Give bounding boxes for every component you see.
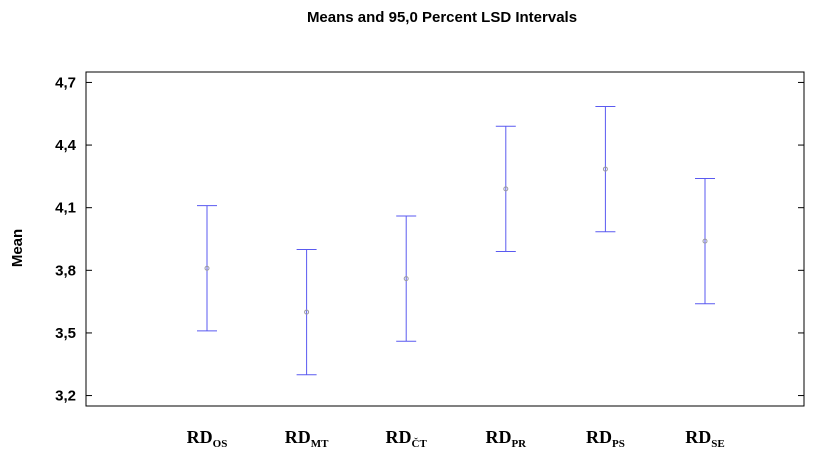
mean-point xyxy=(204,265,210,271)
x-category-label: RDOS xyxy=(187,427,228,450)
plot-frame xyxy=(85,71,805,407)
y-axis-label: Mean xyxy=(9,229,26,267)
x-category-label: RDMT xyxy=(285,427,329,450)
y-tick-label: 3,8 xyxy=(55,262,76,279)
chart-title: Means and 95,0 Percent LSD Intervals xyxy=(307,9,577,26)
y-tick-label: 4,1 xyxy=(55,200,76,217)
y-tick-label: 4,7 xyxy=(55,74,76,91)
mean-point xyxy=(503,186,509,192)
x-category-label: RDPS xyxy=(586,427,625,450)
y-tick-label: 4,4 xyxy=(55,137,77,154)
interval-series xyxy=(197,105,715,376)
y-axis: 3,2 3,5 3,8 4,1 4,4 4,7 xyxy=(55,74,804,405)
x-axis-categories: RDOS RDMT RDČT RDPR RDPS RDSE xyxy=(187,427,725,450)
mean-point xyxy=(702,238,708,244)
mean-point xyxy=(403,276,409,282)
x-category-label: RDČT xyxy=(386,427,428,450)
mean-point xyxy=(602,166,608,172)
x-category-label: RDPR xyxy=(485,427,527,450)
x-category-label: RDSE xyxy=(685,427,724,450)
mean-point xyxy=(304,309,310,315)
y-tick-label: 3,5 xyxy=(55,325,76,342)
y-tick-label: 3,2 xyxy=(55,388,76,405)
